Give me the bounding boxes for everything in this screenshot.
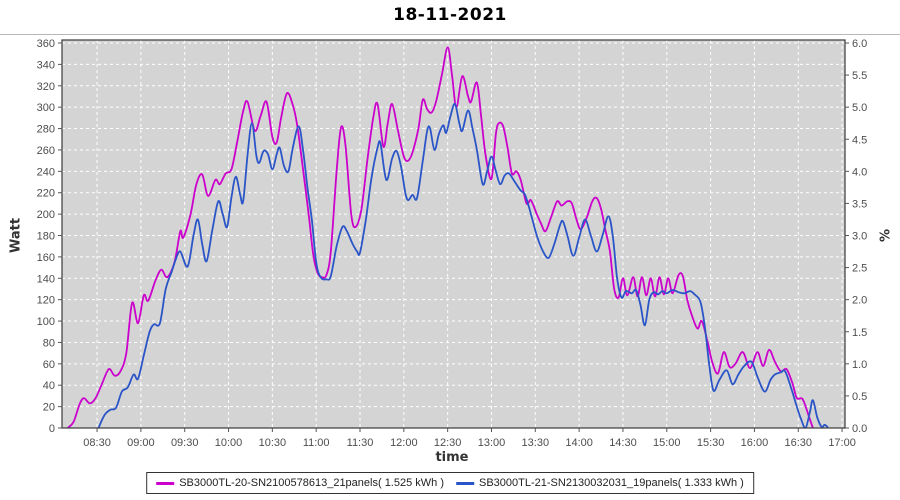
y-left-tick-label: 340 [37,59,55,71]
legend: SB3000TL-20-SN2100578613_21panels( 1.525… [146,472,754,494]
y-left-tick-label: 180 [37,231,55,243]
legend-swatch-blue [456,481,474,485]
y-right-tick-label: 0.0 [852,423,867,435]
y-right-tick-label: 2.5 [852,263,867,275]
legend-entry-series-2: SB3000TL-21-SN2130032031_19panels( 1.333… [456,477,744,489]
x-tick-label: 14:00 [565,437,593,449]
x-tick-label: 09:00 [127,437,155,449]
y-left-tick-label: 300 [37,102,55,114]
x-tick-label: 10:30 [259,437,287,449]
y-right-tick-label: 0.5 [852,391,867,403]
y-left-tick-label: 40 [43,380,55,392]
y-left-tick-label: 20 [43,402,55,414]
x-tick-label: 12:30 [434,437,462,449]
y-left-tick-label: 140 [37,273,55,285]
series-line-1 [66,46,814,428]
plot-border [61,39,846,429]
y-left-tick-label: 240 [37,166,55,178]
y-left-tick-label: 60 [43,359,55,371]
legend-entry-series-1: SB3000TL-20-SN2100578613_21panels( 1.525… [156,477,444,489]
y-right-tick-label: 4.5 [852,134,867,146]
x-tick-label: 12:00 [390,437,418,449]
legend-label-series-1: SB3000TL-20-SN2100578613_21panels( 1.525… [179,477,444,489]
x-tick-label: 16:00 [741,437,769,449]
y-right-tick-label: 6.0 [852,38,867,50]
y-left-tick-label: 320 [37,81,55,93]
y-left-tick-label: 100 [37,316,55,328]
y-right-tick-label: 1.5 [852,327,867,339]
y-left-tick-label: 0 [49,423,55,435]
y-right-tick-label: 4.0 [852,166,867,178]
y-left-tick-label: 200 [37,209,55,221]
y-left-tick-label: 160 [37,252,55,264]
x-axis-label: time [435,450,469,465]
x-tick-label: 16:30 [784,437,812,449]
x-tick-label: 17:00 [828,437,856,449]
x-tick-label: 11:00 [303,437,330,449]
y-left-tick-label: 260 [37,145,55,157]
y-right-tick-label: 5.0 [852,102,867,114]
legend-swatch-magenta [156,481,175,485]
x-tick-label: 14:30 [609,437,637,449]
y-left-tick-label: 120 [37,295,55,307]
y-right-tick-label: 1.0 [852,359,867,371]
y-axis-label-left: Watt [8,217,24,254]
legend-label-series-2: SB3000TL-21-SN2130032031_19panels( 1.333… [479,477,744,489]
y-axis-label-right: % [878,228,894,243]
x-tick-label: 15:30 [697,437,725,449]
x-tick-label: 13:30 [522,437,550,449]
x-tick-label: 11:30 [347,437,374,449]
chart-title: 18-11-2021 [393,5,507,25]
y-left-tick-label: 360 [37,38,55,50]
y-right-tick-label: 5.5 [852,70,867,82]
y-left-tick-label: 280 [37,124,55,136]
y-left-tick-label: 80 [43,337,55,349]
y-right-tick-label: 3.5 [852,198,867,210]
series-line-2 [97,103,829,428]
panel-divider [0,34,900,35]
y-right-tick-label: 3.0 [852,231,867,243]
y-right-tick-label: 2.0 [852,295,867,307]
x-tick-label: 09:30 [171,437,199,449]
x-tick-label: 13:00 [478,437,506,449]
x-tick-label: 15:00 [653,437,681,449]
x-tick-label: 08:30 [83,437,111,449]
y-left-tick-label: 220 [37,188,55,200]
x-tick-label: 10:00 [215,437,243,449]
